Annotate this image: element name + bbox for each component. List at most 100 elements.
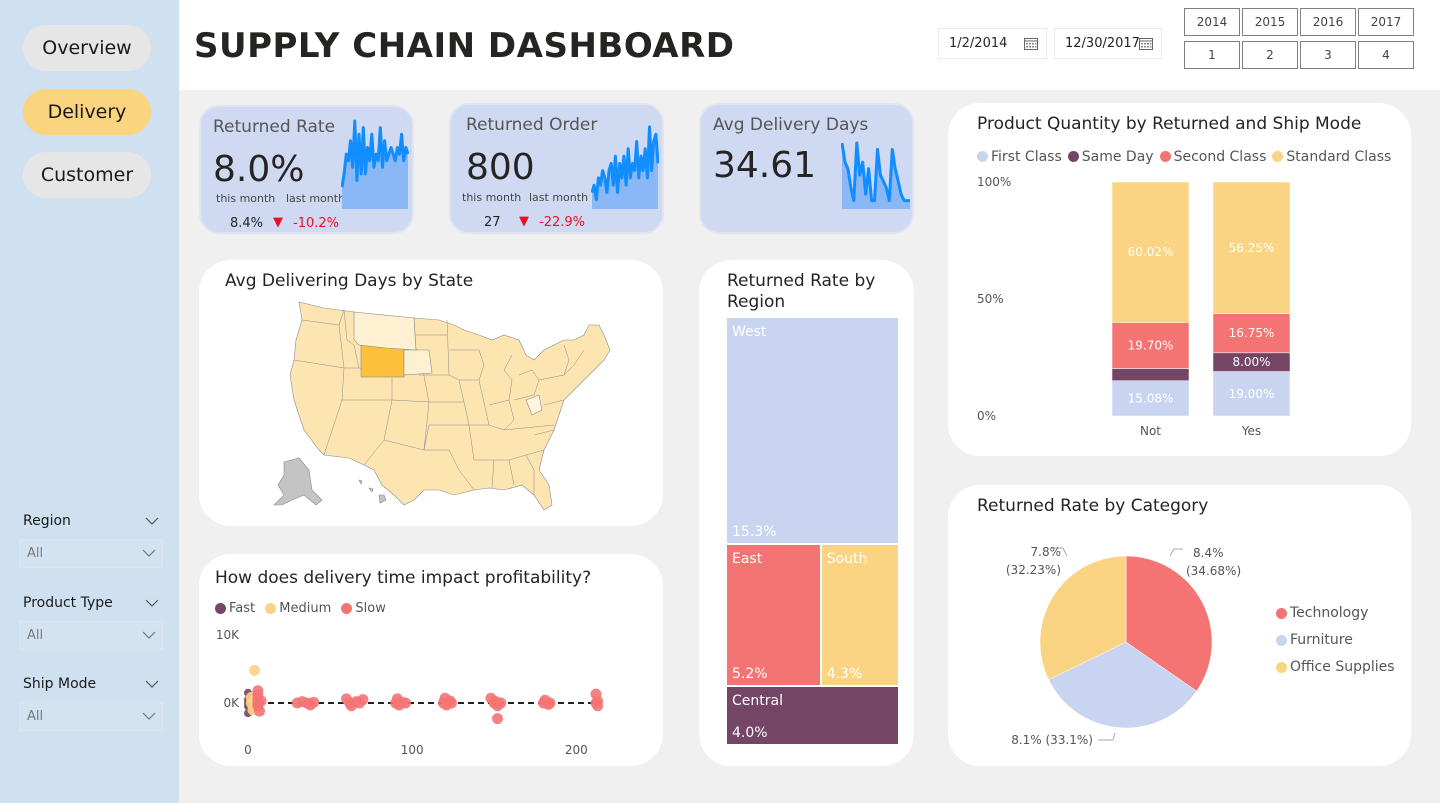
bar-data-label: 56.25%	[1229, 241, 1275, 255]
scatter-point-slow[interactable]	[255, 695, 267, 707]
product-type-collapse-chevron-icon[interactable]	[145, 596, 159, 610]
region-dropdown[interactable]: All	[19, 539, 163, 568]
treemap-value: 4.3%	[826, 665, 863, 682]
bar-segment-same-day[interactable]	[1111, 368, 1190, 381]
scatter-point-slow[interactable]	[253, 705, 265, 717]
kpi-this-month-label: this month	[462, 191, 522, 204]
year-tile-2016[interactable]: 2016	[1300, 8, 1356, 36]
y-tick-label: 0%	[977, 409, 996, 423]
legend-item-first-class[interactable]: First Class	[977, 149, 1062, 165]
legend-item-slow[interactable]: Slow	[341, 601, 386, 616]
state-alaska[interactable]	[273, 457, 323, 506]
legend-item-second-class[interactable]: Second Class	[1159, 149, 1266, 165]
pie-slice-technology[interactable]	[1125, 555, 1213, 692]
ship-mode-dropdown-value: All	[27, 709, 44, 724]
treemap-tile-east[interactable]: East 5.2%	[726, 544, 821, 686]
kpi-this-month-label: this month	[216, 192, 276, 205]
year-tile-2014[interactable]: 2014	[1184, 8, 1240, 36]
legend-dot	[977, 151, 988, 162]
pie-data-label: 8.1% (33.1%)	[1011, 733, 1093, 747]
card-title: Returned Rate by Region	[727, 271, 876, 312]
x-tick-label: Not	[1140, 424, 1161, 438]
calendar-icon[interactable]	[1024, 37, 1038, 50]
calendar-icon[interactable]	[1139, 37, 1153, 50]
ship-mode-collapse-chevron-icon[interactable]	[145, 677, 159, 691]
kpi-returned-order-card: Returned Order 800 this month last month…	[449, 103, 664, 234]
treemap-tile-west[interactable]: West 15.3%	[726, 317, 899, 545]
quarter-tile-2[interactable]: 2	[1242, 41, 1298, 69]
pie-data-label: 7.8%	[1031, 545, 1062, 559]
scatter-point-slow[interactable]	[400, 697, 412, 709]
bar-segment-first-class[interactable]	[1212, 371, 1291, 417]
quarter-tile-4[interactable]: 4	[1358, 41, 1414, 69]
state-wyoming[interactable]	[360, 344, 405, 378]
pie-slice-office-supplies[interactable]	[1039, 555, 1127, 681]
scatter-point-medium[interactable]	[249, 664, 261, 676]
legend-item-same-day[interactable]: Same Day	[1067, 149, 1154, 165]
scatter-point-slow[interactable]	[495, 697, 507, 709]
nav-customer-button[interactable]: Customer	[23, 152, 151, 198]
legend-item-technology[interactable]: Technology	[1276, 605, 1395, 621]
us-choropleth-map[interactable]	[264, 300, 619, 515]
treemap-label: West	[732, 324, 767, 340]
scatter-point-slow[interactable]	[308, 696, 320, 708]
state-hawaii[interactable]	[358, 479, 387, 504]
legend-dot	[341, 603, 353, 614]
legend-dot	[265, 603, 277, 614]
bar-segment-first-class[interactable]	[1111, 380, 1190, 417]
nav-delivery-button[interactable]: Delivery	[23, 89, 151, 135]
nav-overview-button[interactable]: Overview	[23, 25, 151, 71]
scatter-point-slow[interactable]	[544, 697, 556, 709]
region-collapse-chevron-icon[interactable]	[145, 514, 159, 528]
legend-item-office-supplies[interactable]: Office Supplies	[1276, 659, 1395, 675]
start-date-input[interactable]: 1/2/2014	[938, 28, 1047, 59]
ship-mode-dropdown[interactable]: All	[19, 702, 163, 731]
year-tile-2015[interactable]: 2015	[1242, 8, 1298, 36]
legend-dot	[1067, 151, 1079, 162]
scatter-plot[interactable]: 0K 10K 0 100 200	[199, 554, 663, 766]
end-date-input[interactable]: 12/30/2017	[1054, 28, 1162, 59]
product-type-slicer-label: Product Type	[23, 595, 113, 611]
scatter-point-slow[interactable]	[446, 697, 458, 709]
state-montana[interactable]	[353, 311, 417, 351]
legend-item-furniture[interactable]: Furniture	[1276, 632, 1395, 648]
pie-chart[interactable]: 8.4% (34.68%) 7.8% (32.23%) 8.1% (33.1%)	[948, 485, 1411, 766]
product-type-dropdown[interactable]: All	[19, 621, 163, 650]
quarter-tile-3[interactable]: 3	[1300, 41, 1356, 69]
state-west-virginia[interactable]	[525, 394, 543, 416]
pie-slice-furniture[interactable]	[1048, 641, 1197, 729]
page-title: SUPPLY CHAIN DASHBOARD	[194, 26, 735, 66]
quarter-tile-1[interactable]: 1	[1184, 41, 1240, 69]
end-date-value: 12/30/2017	[1065, 36, 1140, 51]
state-south-dakota[interactable]	[403, 349, 433, 376]
region-dropdown-value: All	[27, 546, 44, 561]
kpi-value: 34.61	[713, 145, 817, 186]
treemap-tile-central[interactable]: Central 4.0%	[726, 685, 899, 745]
us-states-shape[interactable]	[289, 301, 611, 511]
pie-data-label: (32.23%)	[1006, 563, 1061, 577]
kpi-delta: -10.2%	[293, 216, 339, 231]
stacked-bar-chart[interactable]: 0% 50% 100% 15.08% 19.70% 60.02% Not 19.00% 8.00…	[948, 103, 1411, 456]
legend-label: Slow	[355, 601, 386, 616]
legend-item-standard-class[interactable]: Standard Class	[1272, 149, 1391, 165]
legend-item-fast[interactable]: Fast	[215, 601, 255, 616]
card-title: How does delivery time impact profitabil…	[215, 568, 592, 588]
bar-segment-standard-class[interactable]	[1212, 181, 1291, 314]
ship-mode-legend: First Class Same Day Second Class Standard …	[977, 147, 1397, 166]
scatter-point-slow[interactable]	[492, 713, 504, 725]
bar-segment-standard-class[interactable]	[1111, 181, 1190, 323]
scatter-point-slow[interactable]	[592, 700, 604, 712]
bar-data-label: 15.08%	[1128, 391, 1174, 405]
legend-dot	[1276, 661, 1287, 673]
treemap-label: East	[732, 551, 763, 568]
bar-segment-second-class[interactable]	[1212, 313, 1291, 354]
bar-segment-second-class[interactable]	[1111, 322, 1190, 369]
bar-data-label: 16.75%	[1229, 326, 1275, 340]
legend-label: Furniture	[1290, 632, 1353, 648]
legend-item-medium[interactable]: Medium	[265, 601, 331, 616]
bar-data-label: 19.00%	[1229, 387, 1275, 401]
treemap-tile-south[interactable]: South 4.3%	[820, 544, 899, 686]
ship-mode-slicer-label: Ship Mode	[23, 676, 97, 692]
scatter-point-slow[interactable]	[357, 694, 369, 706]
year-tile-2017[interactable]: 2017	[1358, 8, 1414, 36]
